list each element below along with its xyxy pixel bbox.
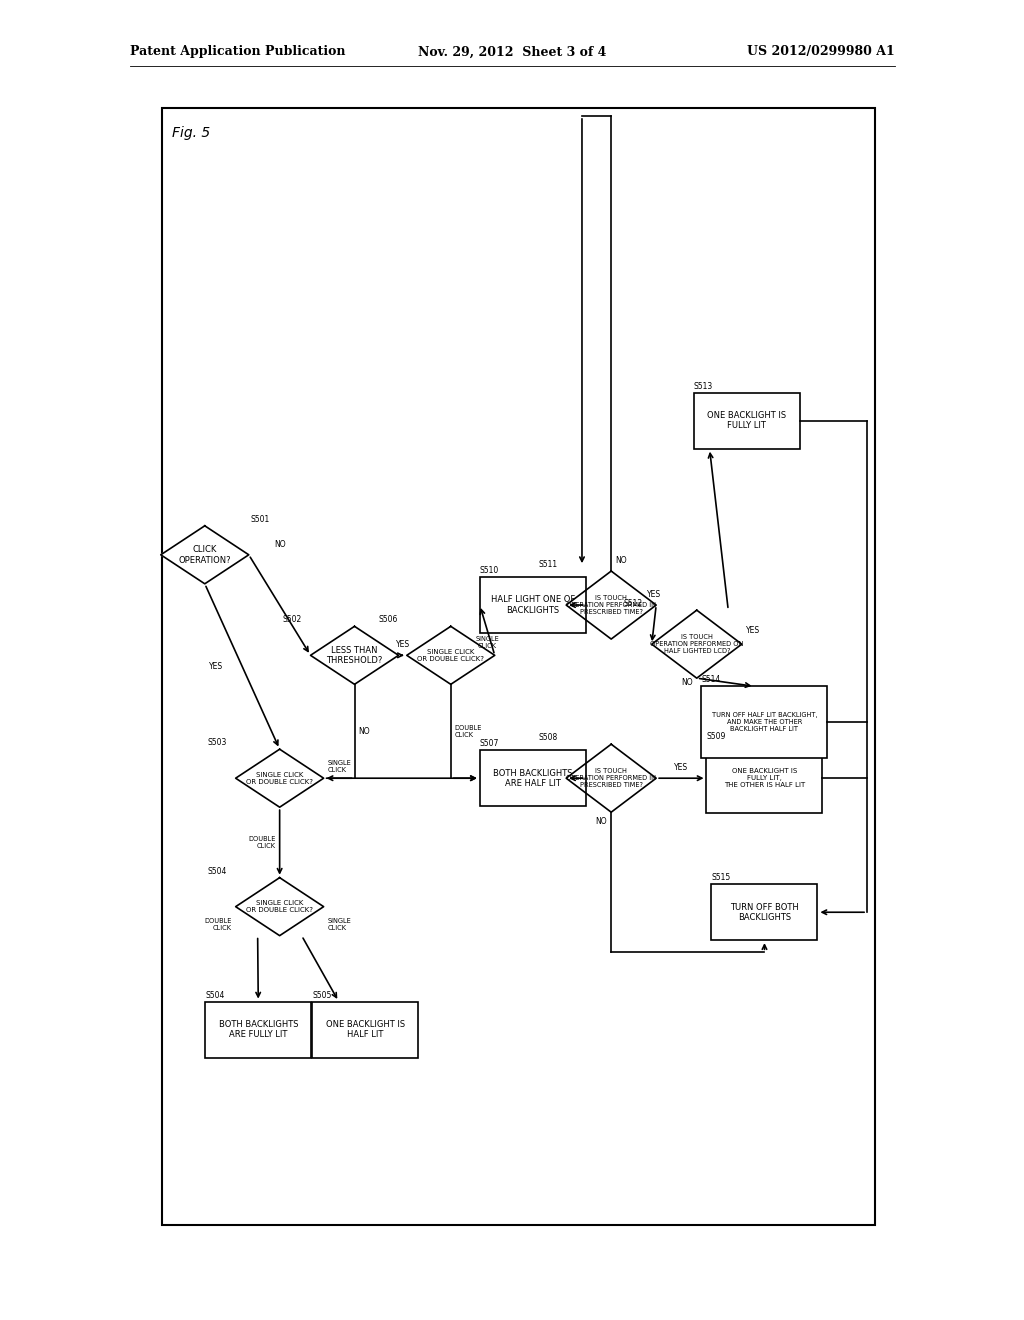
Text: S509: S509: [707, 733, 726, 742]
Text: S502: S502: [283, 615, 302, 624]
Text: ONE BACKLIGHT IS
FULLY LIT: ONE BACKLIGHT IS FULLY LIT: [708, 411, 786, 430]
Text: S515: S515: [712, 874, 731, 882]
Text: IS TOUCH
OPERATION PERFORMED IN
PRESCRIBED TIME?: IS TOUCH OPERATION PERFORMED IN PRESCRIB…: [566, 595, 656, 615]
Polygon shape: [407, 626, 495, 684]
Text: TURN OFF HALF LIT BACKLIGHT,
AND MAKE THE OTHER
BACKLIGHT HALF LIT: TURN OFF HALF LIT BACKLIGHT, AND MAKE TH…: [712, 713, 817, 733]
Text: NO: NO: [681, 677, 693, 686]
Text: DOUBLE
CLICK: DOUBLE CLICK: [248, 836, 275, 849]
Text: S503: S503: [208, 738, 227, 747]
Text: YES: YES: [647, 590, 662, 599]
Polygon shape: [310, 626, 398, 684]
Text: YES: YES: [395, 640, 410, 649]
Text: S510: S510: [480, 566, 499, 576]
Bar: [712, 884, 817, 940]
Polygon shape: [236, 750, 324, 808]
Text: S501: S501: [251, 515, 270, 524]
Text: SINGLE CLICK
OR DOUBLE CLICK?: SINGLE CLICK OR DOUBLE CLICK?: [246, 772, 313, 784]
Text: SINGLE CLICK
OR DOUBLE CLICK?: SINGLE CLICK OR DOUBLE CLICK?: [246, 900, 313, 913]
Polygon shape: [651, 610, 741, 678]
Text: BOTH BACKLIGHTS
ARE FULLY LIT: BOTH BACKLIGHTS ARE FULLY LIT: [218, 1020, 298, 1039]
Text: IS TOUCH
OPERATION PERFORMED ON
HALF LIGHTED LCD?: IS TOUCH OPERATION PERFORMED ON HALF LIG…: [650, 634, 743, 655]
Text: TURN OFF BOTH
BACKLIGHTS: TURN OFF BOTH BACKLIGHTS: [730, 903, 799, 921]
Text: Nov. 29, 2012  Sheet 3 of 4: Nov. 29, 2012 Sheet 3 of 4: [418, 45, 606, 58]
Bar: [162, 108, 874, 1225]
Text: NO: NO: [596, 817, 607, 826]
Polygon shape: [236, 878, 324, 936]
Bar: [480, 750, 586, 807]
Text: YES: YES: [209, 663, 223, 671]
Text: US 2012/0299980 A1: US 2012/0299980 A1: [748, 45, 895, 58]
Bar: [205, 1002, 311, 1057]
Text: HALF LIGHT ONE OF
BACKLIGHTS: HALF LIGHT ONE OF BACKLIGHTS: [490, 595, 574, 615]
Text: S514: S514: [701, 676, 721, 684]
Text: NO: NO: [358, 727, 370, 735]
Bar: [312, 1002, 418, 1057]
Text: S511: S511: [539, 560, 557, 569]
Text: S504: S504: [205, 990, 224, 999]
Text: BOTH BACKLIGHTS
ARE HALF LIT: BOTH BACKLIGHTS ARE HALF LIT: [493, 768, 572, 788]
Polygon shape: [566, 744, 656, 812]
Text: DOUBLE
CLICK: DOUBLE CLICK: [455, 725, 482, 738]
Text: SINGLE CLICK
OR DOUBLE CLICK?: SINGLE CLICK OR DOUBLE CLICK?: [417, 649, 484, 661]
Text: DOUBLE
CLICK: DOUBLE CLICK: [204, 917, 231, 931]
Text: S506: S506: [379, 615, 398, 624]
Text: SINGLE
CLICK: SINGLE CLICK: [328, 917, 351, 931]
Polygon shape: [566, 572, 656, 639]
Text: Patent Application Publication: Patent Application Publication: [130, 45, 345, 58]
Bar: [701, 686, 827, 759]
Text: NO: NO: [273, 540, 286, 549]
Text: NO: NO: [615, 556, 627, 565]
Text: SINGLE
CLICK: SINGLE CLICK: [475, 636, 499, 649]
Text: CLICK
OPERATION?: CLICK OPERATION?: [178, 545, 231, 565]
Bar: [480, 577, 586, 634]
Text: LESS THAN
THRESHOLD?: LESS THAN THRESHOLD?: [327, 645, 383, 665]
Text: S504: S504: [208, 867, 227, 875]
Text: SINGLE
CLICK: SINGLE CLICK: [328, 760, 351, 774]
Polygon shape: [161, 525, 249, 583]
Text: S505: S505: [312, 990, 332, 999]
Text: IS TOUCH
OPERATION PERFORMED IN
PRESCRIBED TIME?: IS TOUCH OPERATION PERFORMED IN PRESCRIB…: [566, 768, 656, 788]
Text: ONE BACKLIGHT IS
HALF LIT: ONE BACKLIGHT IS HALF LIT: [326, 1020, 404, 1039]
Text: Fig. 5: Fig. 5: [172, 125, 210, 140]
Text: YES: YES: [674, 763, 688, 772]
Text: ONE BACKLIGHT IS
FULLY LIT,
THE OTHER IS HALF LIT: ONE BACKLIGHT IS FULLY LIT, THE OTHER IS…: [724, 768, 805, 788]
Bar: [707, 743, 822, 813]
Text: YES: YES: [745, 626, 760, 635]
Text: S507: S507: [480, 739, 499, 748]
Text: S513: S513: [693, 381, 713, 391]
Bar: [693, 393, 800, 449]
Text: S508: S508: [539, 733, 557, 742]
Text: S512: S512: [624, 599, 643, 609]
